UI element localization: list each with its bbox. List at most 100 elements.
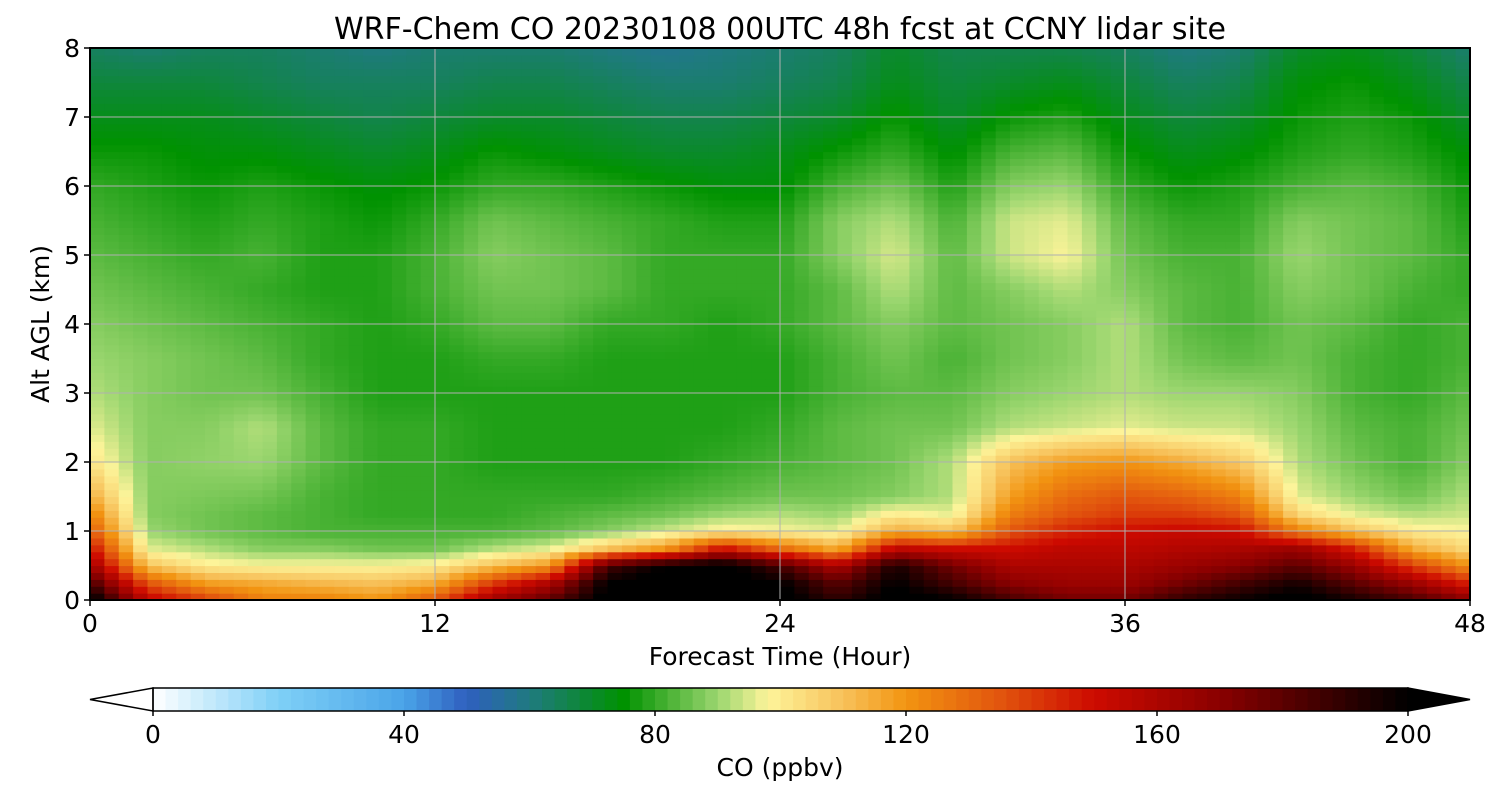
heatmap-cell <box>133 503 149 511</box>
heatmap-cell <box>90 420 105 429</box>
heatmap-cell <box>463 310 479 318</box>
heatmap-cell <box>708 475 724 484</box>
heatmap-cell <box>679 358 695 366</box>
heatmap-cell <box>952 448 968 456</box>
heatmap-cell <box>981 386 997 394</box>
heatmap-cell <box>420 324 436 332</box>
heatmap-cell <box>478 413 494 422</box>
heatmap-cell <box>880 413 896 422</box>
heatmap-cell <box>1153 330 1169 339</box>
heatmap-cell <box>650 330 666 339</box>
heatmap-cell <box>205 489 220 498</box>
heatmap-cell <box>463 351 479 360</box>
heatmap-cell <box>1024 330 1040 339</box>
heatmap-cell <box>794 482 810 491</box>
heatmap-cell <box>1297 544 1313 553</box>
heatmap-cell <box>593 510 609 518</box>
heatmap-cell <box>1398 482 1414 491</box>
heatmap-cell <box>736 544 752 553</box>
heatmap-cell <box>1038 468 1054 477</box>
heatmap-cell <box>118 282 134 291</box>
heatmap-cell <box>492 406 508 415</box>
heatmap-cell <box>866 310 882 318</box>
heatmap-cell <box>1010 241 1025 249</box>
heatmap-cell <box>1211 358 1227 366</box>
heatmap-cell <box>435 455 450 463</box>
heatmap-cell <box>952 275 968 284</box>
heatmap-cell <box>751 579 767 587</box>
heatmap-cell <box>708 324 724 332</box>
heatmap-cell <box>823 434 839 442</box>
heatmap-cell <box>578 558 594 567</box>
heatmap-cell <box>765 337 781 346</box>
heatmap-cell <box>952 593 968 601</box>
heatmap-cell <box>923 393 939 401</box>
heatmap-cell <box>506 586 522 594</box>
heatmap-cell <box>104 586 120 594</box>
heatmap-cell <box>895 324 910 332</box>
heatmap-cell <box>995 351 1011 360</box>
heatmap-cell <box>550 537 565 546</box>
heatmap-cell <box>176 365 192 373</box>
heatmap-cell <box>851 386 867 394</box>
heatmap-cell <box>233 248 249 256</box>
heatmap-cell <box>1369 344 1385 353</box>
heatmap-cell <box>104 337 120 346</box>
heatmap-cell <box>1355 365 1370 373</box>
heatmap-cell <box>866 303 882 311</box>
heatmap-cell <box>564 462 580 470</box>
heatmap-cell <box>1441 579 1457 587</box>
heatmap-cell <box>621 303 637 311</box>
heatmap-cell <box>90 234 105 242</box>
heatmap-cell <box>679 365 695 373</box>
heatmap-cell <box>391 572 407 580</box>
heatmap-cell <box>693 351 709 360</box>
heatmap-cell <box>722 510 738 518</box>
heatmap-cell <box>708 406 724 415</box>
heatmap-cell <box>90 289 105 297</box>
heatmap-cell <box>1311 475 1327 484</box>
heatmap-cell <box>118 586 134 594</box>
heatmap-cell <box>837 365 853 373</box>
heatmap-cell <box>851 531 867 539</box>
heatmap-cell <box>118 372 134 380</box>
heatmap-cell <box>348 531 364 539</box>
heatmap-cell <box>104 379 120 387</box>
heatmap-cell <box>276 420 292 429</box>
heatmap-cell <box>837 337 853 346</box>
heatmap-cell <box>1326 420 1342 429</box>
heatmap-cell <box>1383 586 1399 594</box>
heatmap-cell <box>420 337 436 346</box>
heatmap-cell <box>1240 420 1255 429</box>
heatmap-cell <box>1355 524 1370 532</box>
heatmap-cell <box>708 317 724 325</box>
heatmap-cell <box>636 413 652 422</box>
heatmap-cell <box>1096 344 1112 353</box>
heatmap-cell <box>1038 261 1054 270</box>
heatmap-cell <box>880 468 896 477</box>
heatmap-cell <box>880 310 896 318</box>
heatmap-cell <box>938 524 954 532</box>
heatmap-cell <box>621 351 637 360</box>
heatmap-cell <box>665 289 680 297</box>
heatmap-cell <box>506 413 522 422</box>
heatmap-cell <box>1139 289 1155 297</box>
heatmap-cell <box>1340 503 1356 511</box>
heatmap-cell <box>248 365 264 373</box>
heatmap-cell <box>736 317 752 325</box>
heatmap-cell <box>1355 324 1370 332</box>
heatmap-cell <box>938 330 954 339</box>
heatmap-cell <box>1038 524 1054 532</box>
heatmap-cell <box>104 234 120 242</box>
heatmap-cell <box>478 330 494 339</box>
heatmap-cell <box>1254 462 1270 470</box>
heatmap-cell <box>535 330 551 339</box>
heatmap-cell <box>708 524 724 532</box>
heatmap-cell <box>1081 448 1097 456</box>
heatmap-cell <box>938 406 954 415</box>
heatmap-cell <box>665 579 680 587</box>
heatmap-cell <box>219 496 235 504</box>
heatmap-cell <box>435 524 450 532</box>
heatmap-cell <box>1283 386 1299 394</box>
heatmap-cell <box>1024 248 1040 256</box>
